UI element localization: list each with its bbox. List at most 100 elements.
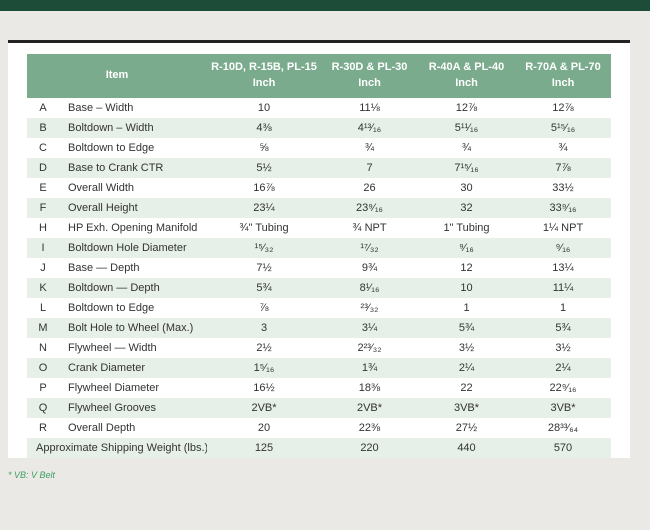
row-value: 1 (559, 302, 567, 314)
row-letter: Q (27, 398, 59, 418)
row-value: 22 (460, 382, 473, 394)
row-value: ¾ (461, 142, 472, 154)
row-value: 2½ (256, 342, 272, 354)
row-letter: N (39, 342, 47, 354)
row-value: 11¼ (515, 278, 611, 298)
row-value: 2VB* (321, 398, 418, 418)
row-value: 3VB* (418, 398, 515, 418)
row-value: 7⅞ (515, 158, 611, 178)
row-item-label: Bolt Hole to Wheel (Max.) (59, 318, 207, 338)
row-item-label: Overall Depth (68, 422, 136, 434)
table-row: B Boltdown – Width 4⅜ 4¹³⁄₁₆ 5¹¹⁄₁₆ 5¹⁵⁄₁₆ (27, 118, 611, 138)
row-value: 2¼ (515, 358, 611, 378)
row-value: ¾" Tubing (239, 222, 289, 234)
row-value: 23¼ (207, 198, 321, 218)
row-value: 5¹⁵⁄₁₆ (515, 118, 611, 138)
row-value: 23⁹⁄₁₆ (321, 198, 418, 218)
shipping-weight-label: Approximate Shipping Weight (lbs.) (27, 438, 207, 458)
row-value: 26 (363, 182, 376, 194)
row-value: ²³⁄₃₂ (360, 302, 379, 314)
row-value: 16⅞ (253, 182, 275, 194)
row-value: 3¼ (321, 318, 418, 338)
row-value: 33½ (552, 182, 574, 194)
row-value: 3½ (458, 342, 475, 354)
table-row: M Bolt Hole to Wheel (Max.) 3 3¼ 5¾ 5¾ (27, 318, 611, 338)
table-row: C Boltdown to Edge ⅝ ¾ ¾ ¾ (27, 138, 611, 158)
header-col-r70a: R-70A & PL-70 Inch (515, 54, 611, 98)
row-value: 33⁹⁄₁₆ (515, 198, 611, 218)
row-item-label: Boltdown to Edge (68, 302, 155, 314)
row-value: 12⅞ (455, 102, 478, 114)
shipping-weight-value: 440 (418, 438, 515, 458)
row-item-label: Base — Depth (68, 262, 140, 274)
row-value: 5¹¹⁄₁₆ (418, 118, 515, 138)
table-row: I Boltdown Hole Diameter ¹⁵⁄₃₂ ¹⁷⁄₃₂ ⁹⁄₁₆ ⁹⁄₁… (27, 238, 611, 258)
header-col-r10d: R-10D, R-15B, PL-15 Inch (207, 54, 321, 98)
header-col-title: R-40A & PL-40 (428, 61, 505, 74)
top-bar (0, 0, 650, 11)
row-letter: L (39, 302, 47, 314)
row-item-label: Flywheel Diameter (68, 382, 160, 394)
row-value: ¾ NPT (352, 222, 387, 234)
table-row: J Base — Depth 7½ 9¾ 12 13¼ (27, 258, 611, 278)
row-value: 5¾ (418, 318, 515, 338)
spec-table-card: Item R-10D, R-15B, PL-15 Inch R-30D & PL… (8, 40, 630, 458)
row-value: 7½ (256, 262, 272, 274)
row-value: ⁹⁄₁₆ (418, 238, 515, 258)
row-value: ¹⁷⁄₃₂ (321, 238, 418, 258)
table-row: D Base to Crank CTR 5½ 7 7¹⁵⁄₁₆ 7⅞ (27, 158, 611, 178)
row-value: 30 (460, 182, 473, 194)
row-item-label: Base to Crank CTR (59, 158, 207, 178)
header-col-r40a: R-40A & PL-40 Inch (418, 54, 515, 98)
row-value: 1" Tubing (443, 222, 490, 234)
table-row: H HP Exh. Opening Manifold ¾" Tubing ¾ NPT 1… (27, 218, 611, 238)
row-letter: K (27, 278, 59, 298)
row-value: 1⁵⁄₁₆ (207, 358, 321, 378)
row-value: 22⅜ (358, 422, 381, 434)
header-row: Item R-10D, R-15B, PL-15 Inch R-30D & PL… (27, 54, 611, 98)
shipping-weight-value: 570 (515, 438, 611, 458)
header-col-title: R-70A & PL-70 (525, 61, 601, 74)
row-item-label: Boltdown Hole Diameter (59, 238, 207, 258)
row-value: 5½ (207, 158, 321, 178)
header-col-unit: Inch (358, 77, 381, 89)
row-value: 12⅞ (552, 102, 574, 114)
row-letter: C (39, 142, 47, 154)
row-value: 4⅜ (207, 118, 321, 138)
header-col-unit: Inch (252, 77, 276, 89)
row-item-label: Flywheel Grooves (59, 398, 207, 418)
table-row: A Base – Width 10 11⅛ 12⅞ 12⅞ (27, 98, 611, 118)
row-item-label: Crank Diameter (59, 358, 207, 378)
row-value: ⅝ (259, 142, 269, 154)
row-value: 20 (257, 422, 271, 434)
table-row: N Flywheel — Width 2½ 2²³⁄₃₂ 3½ 3½ (27, 338, 611, 358)
row-letter: E (39, 182, 47, 194)
row-item-label: Boltdown to Edge (68, 142, 155, 154)
row-value: 5¾ (515, 318, 611, 338)
row-value: 1¾ (321, 358, 418, 378)
row-value: 10 (257, 102, 271, 114)
row-value: 3 (207, 318, 321, 338)
row-value: 12 (460, 262, 473, 274)
row-value: 22⁹⁄₁₆ (549, 382, 577, 394)
row-letter: P (39, 382, 47, 394)
row-item-label: Boltdown – Width (59, 118, 207, 138)
row-item-label: HP Exh. Opening Manifold (68, 222, 198, 234)
row-letter: D (27, 158, 59, 178)
table-row: P Flywheel Diameter 16½ 18⅜ 22 22⁹⁄₁₆ (27, 378, 611, 398)
row-letter: M (27, 318, 59, 338)
table-row: Q Flywheel Grooves 2VB* 2VB* 3VB* 3VB* (27, 398, 611, 418)
row-letter: J (40, 262, 46, 274)
row-value: ⅞ (259, 302, 269, 314)
row-value: ⁹⁄₁₆ (515, 238, 611, 258)
row-value: 11⅛ (359, 102, 380, 114)
row-item-label: Base – Width (68, 102, 134, 114)
row-value: 13¼ (552, 262, 574, 274)
row-letter: F (27, 198, 59, 218)
row-letter: A (39, 102, 47, 114)
row-letter: R (39, 422, 47, 434)
row-value: 7¹⁵⁄₁₆ (418, 158, 515, 178)
row-letter: O (27, 358, 59, 378)
header-col-title: R-30D & PL-30 (331, 61, 408, 74)
row-value: 1 (463, 302, 470, 314)
